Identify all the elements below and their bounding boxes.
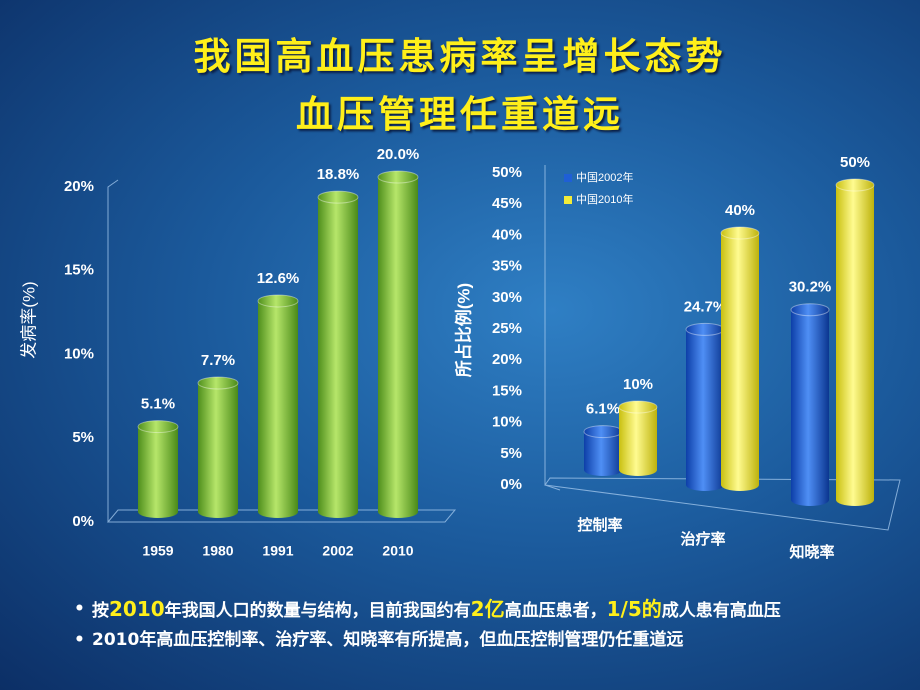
- bar: [721, 233, 759, 485]
- bar-base: [619, 464, 657, 476]
- y-tick-label: 20%: [64, 178, 94, 195]
- value-label: 40%: [725, 202, 755, 219]
- y-tick-label: 10%: [492, 414, 522, 431]
- value-label: 12.6%: [257, 270, 300, 287]
- bar-base: [686, 479, 724, 491]
- bar-base: [791, 494, 829, 506]
- bar: [318, 197, 358, 512]
- y-tick-label: 15%: [64, 262, 94, 279]
- x-tick-label: 治疗率: [680, 530, 725, 548]
- bar-top: [720, 226, 760, 240]
- bar: [836, 185, 874, 500]
- bar-base: [198, 506, 238, 518]
- y-tick-label: 30%: [492, 289, 522, 306]
- bar: [791, 309, 829, 500]
- y-tick-label: 35%: [492, 258, 522, 275]
- bar-base: [721, 479, 759, 491]
- legend-label: 中国2002年: [576, 170, 633, 184]
- bar: [378, 177, 418, 512]
- bar-base: [836, 494, 874, 506]
- value-label: 50%: [840, 154, 870, 171]
- bar: [686, 329, 724, 485]
- text: 高血压患者，: [504, 601, 607, 621]
- bar-base: [318, 506, 358, 518]
- bar-top: [317, 190, 359, 204]
- text: 成人患有高血压: [661, 601, 781, 621]
- value-label: 7.7%: [201, 352, 235, 369]
- bullets: 按2010年我国人口的数量与结构，目前我国约有2亿高血压患者，1/5的成人患有高…: [52, 595, 920, 655]
- value-label: 6.1%: [586, 401, 620, 418]
- bar: [138, 426, 178, 512]
- bullet: 按2010年我国人口的数量与结构，目前我国约有2亿高血压患者，1/5的成人患有高…: [74, 595, 920, 626]
- y-tick-label: 20%: [492, 351, 522, 368]
- value-label: 30.2%: [789, 279, 832, 296]
- x-tick-label: 1980: [202, 543, 233, 559]
- bar: [584, 431, 622, 470]
- text: 2010年高血压控制率、治疗率、知晓率有所提高，但血压控制管理仍任重道远: [92, 630, 684, 650]
- y-tick-label: 25%: [492, 320, 522, 337]
- x-tick-label: 控制率: [577, 516, 622, 534]
- bar-top: [790, 303, 830, 317]
- plot: 0% 5% 10% 15% 20% 发病率(%) 1959 5.1% 1980 7.7% 1991 1…: [19, 146, 875, 561]
- bar-top: [618, 400, 658, 414]
- bar: [198, 383, 238, 512]
- x-tick-label: 1991: [262, 543, 293, 559]
- subtitle: 血压管理任重道远: [296, 92, 624, 136]
- y-tick-label: 5%: [72, 429, 94, 446]
- y-tick-label: 45%: [492, 195, 522, 212]
- value-label: 10%: [623, 376, 653, 393]
- x-tick-label: 2010: [382, 543, 413, 559]
- bar-top: [257, 294, 299, 308]
- bar-top: [197, 376, 239, 390]
- bullet: 2010年高血压控制率、治疗率、知晓率有所提高，但血压控制管理仍任重道远: [74, 626, 920, 655]
- value-label: 18.8%: [317, 166, 360, 183]
- y-tick-label: 5%: [500, 445, 522, 462]
- bar-top: [583, 425, 623, 439]
- legend-swatch: [564, 174, 572, 182]
- y-tick-label: 40%: [492, 226, 522, 243]
- value-label: 24.7%: [684, 298, 727, 315]
- title: 我国高血压患病率呈增长态势: [193, 34, 727, 78]
- x-tick-label: 1959: [142, 543, 173, 559]
- y-axis-label: 发病率(%): [19, 281, 38, 358]
- x-tick-label: 知晓率: [789, 543, 834, 561]
- text: 年我国人口的数量与结构，目前我国约有: [164, 601, 471, 621]
- y-tick-label: 10%: [64, 345, 94, 362]
- text: 按: [92, 601, 109, 621]
- bar-top: [835, 178, 875, 192]
- bar-top: [377, 170, 419, 184]
- y-tick-label: 0%: [72, 513, 94, 530]
- y-axis-label: 所占比例(%): [453, 283, 473, 377]
- legend-swatch: [564, 196, 572, 204]
- bar-base: [138, 506, 178, 518]
- bar-base: [378, 506, 418, 518]
- legend-label: 中国2010年: [576, 192, 633, 206]
- y-tick-label: 15%: [492, 382, 522, 399]
- bar: [258, 300, 298, 512]
- x-tick-label: 2002: [322, 543, 353, 559]
- bar-top: [137, 420, 179, 434]
- value-label: 20.0%: [377, 146, 420, 163]
- y-tick-label: 50%: [492, 164, 522, 181]
- bar: [619, 407, 657, 470]
- bar-base: [258, 506, 298, 518]
- highlight: 1/5的: [606, 597, 662, 621]
- value-label: 5.1%: [141, 396, 175, 413]
- highlight: 2亿: [470, 597, 505, 621]
- bar-top: [685, 322, 725, 336]
- highlight: 2010: [109, 597, 165, 621]
- bar-base: [584, 464, 622, 476]
- frame: [106, 165, 901, 531]
- y-tick-label: 0%: [500, 476, 522, 493]
